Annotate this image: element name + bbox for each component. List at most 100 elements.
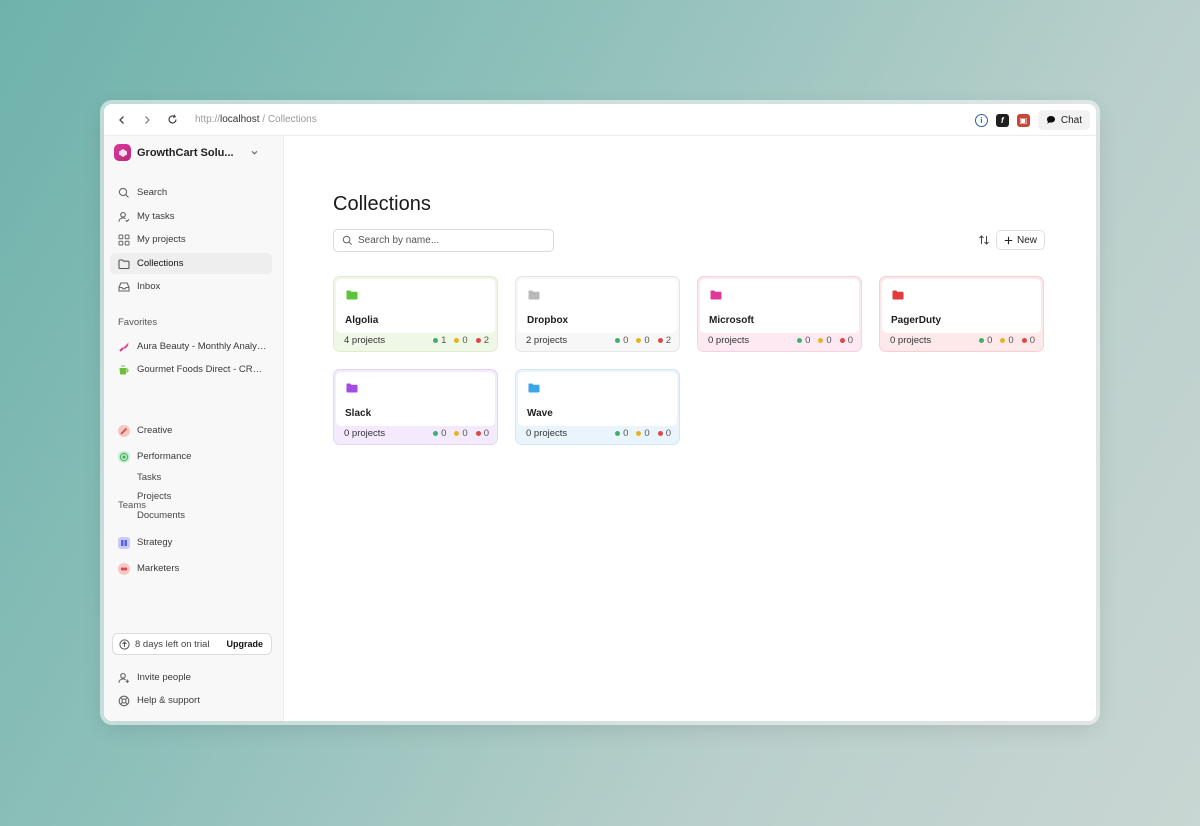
green-dot-icon bbox=[797, 337, 803, 343]
performance-sub-documents[interactable]: Documents bbox=[137, 510, 186, 521]
folder-icon bbox=[528, 290, 540, 300]
sidebar-item-search[interactable]: Search bbox=[110, 182, 272, 203]
favorite-label: Aura Beauty - Monthly Analytics bbox=[137, 341, 267, 352]
sidebar-item-my-projects[interactable]: My projects bbox=[110, 229, 272, 250]
marketers-team-icon bbox=[118, 562, 130, 575]
red-dot-icon bbox=[475, 430, 481, 436]
chat-button[interactable]: Chat bbox=[1037, 110, 1090, 130]
url-host: localhost bbox=[220, 114, 260, 125]
upgrade-button[interactable]: Upgrade bbox=[226, 639, 263, 649]
sidebar-item-invite-people[interactable]: Invite people bbox=[110, 667, 272, 688]
chat-bubble-icon bbox=[1046, 116, 1055, 124]
folder-icon bbox=[346, 290, 358, 300]
sidebar-item-inbox[interactable]: Inbox bbox=[110, 276, 272, 297]
new-button-label: New bbox=[1017, 234, 1038, 246]
sort-button[interactable] bbox=[976, 232, 992, 248]
status-counts: 0 0 0 bbox=[615, 428, 671, 439]
yellow-dot-icon bbox=[636, 337, 642, 343]
creative-team-icon bbox=[118, 424, 130, 437]
sidebar-item-my-tasks[interactable]: My tasks bbox=[110, 206, 272, 227]
yellow-dot-icon bbox=[454, 430, 460, 436]
red-dot-icon bbox=[657, 337, 663, 343]
team-item-performance[interactable]: Performance bbox=[110, 446, 272, 467]
yellow-dot-icon bbox=[454, 337, 460, 343]
page-title: Collections bbox=[333, 193, 431, 215]
teams-heading: Teams bbox=[118, 500, 146, 511]
collection-footer: 0 projects 0 0 0 bbox=[526, 425, 671, 441]
performance-sub-tasks[interactable]: Tasks bbox=[137, 472, 162, 483]
sidebar-item-collections[interactable]: Collections bbox=[110, 253, 272, 274]
workspace-switcher[interactable]: GrowthCart Solu... bbox=[114, 144, 259, 161]
collection-card[interactable]: PagerDuty 0 projects 0 0 0 bbox=[879, 276, 1044, 352]
search-icon bbox=[342, 235, 352, 245]
status-count-yellow: 0 bbox=[636, 427, 650, 439]
status-count-red: 0 bbox=[1021, 334, 1035, 346]
status-count-yellow: 0 bbox=[454, 427, 468, 439]
cup-icon bbox=[119, 364, 129, 374]
green-dot-icon bbox=[615, 430, 621, 436]
project-count: 4 projects bbox=[344, 334, 386, 346]
status-count-green: 1 bbox=[433, 335, 446, 346]
collection-name: Dropbox bbox=[527, 315, 569, 326]
collection-card[interactable]: Algolia 4 projects 1 0 2 bbox=[333, 276, 498, 352]
team-label: Performance bbox=[137, 451, 192, 462]
user-check-icon bbox=[118, 211, 130, 222]
forward-icon[interactable] bbox=[139, 112, 155, 128]
reload-icon[interactable] bbox=[164, 112, 180, 128]
team-item-marketers[interactable]: Marketers bbox=[110, 558, 272, 579]
count-value: 0 bbox=[644, 427, 650, 439]
collection-card[interactable]: Microsoft 0 projects 0 0 0 bbox=[697, 276, 862, 352]
yellow-dot-icon bbox=[1000, 337, 1006, 343]
grid-icon bbox=[118, 234, 130, 245]
status-counts: 1 0 2 bbox=[433, 335, 489, 346]
workspace-logo-icon bbox=[114, 144, 131, 161]
count-value: 0 bbox=[847, 334, 853, 346]
project-count: 0 projects bbox=[344, 427, 386, 439]
arrow-up-circle-icon bbox=[119, 638, 130, 650]
search-input[interactable] bbox=[358, 235, 548, 246]
collection-card[interactable]: Wave 0 projects 0 0 0 bbox=[515, 369, 680, 445]
workspace-name: GrowthCart Solu... bbox=[137, 146, 234, 159]
lipstick-icon bbox=[119, 342, 129, 352]
team-label: Strategy bbox=[137, 537, 173, 548]
performance-sub-projects[interactable]: Projects bbox=[137, 491, 172, 502]
sidebar-item-label: My projects bbox=[137, 234, 186, 245]
collection-card[interactable]: Dropbox 2 projects 0 0 2 bbox=[515, 276, 680, 352]
green-dot-icon bbox=[615, 337, 621, 343]
count-value: 0 bbox=[462, 427, 468, 439]
count-value: 0 bbox=[441, 427, 447, 439]
sidebar: GrowthCart Solu... Search My tasks My pr… bbox=[104, 136, 284, 721]
count-value: 0 bbox=[1029, 334, 1035, 346]
status-count-yellow: 0 bbox=[454, 335, 468, 346]
favorite-item-gourmet-foods[interactable]: Gourmet Foods Direct - CRO Audit bbox=[110, 359, 272, 380]
password-extension-icon[interactable]: i bbox=[974, 113, 988, 127]
user-plus-icon bbox=[118, 672, 129, 683]
collection-card-body: Wave bbox=[518, 372, 677, 426]
font-extension-icon[interactable]: f bbox=[995, 113, 1009, 127]
favorites-heading: Favorites bbox=[118, 317, 158, 328]
collection-card-body: PagerDuty bbox=[882, 279, 1041, 333]
sidebar-item-help-support[interactable]: Help & support bbox=[110, 690, 272, 711]
sidebar-item-label: Help & support bbox=[137, 695, 200, 706]
status-count-red: 2 bbox=[475, 335, 489, 346]
collection-card[interactable]: Slack 0 projects 0 0 0 bbox=[333, 369, 498, 445]
favorite-item-aura-beauty[interactable]: Aura Beauty - Monthly Analytics bbox=[110, 336, 272, 357]
team-item-strategy[interactable]: Strategy bbox=[110, 532, 272, 553]
status-count-green: 0 bbox=[433, 428, 446, 439]
folder-icon bbox=[892, 290, 904, 300]
collection-card-body: Microsoft bbox=[700, 279, 859, 333]
team-item-creative[interactable]: Creative bbox=[110, 420, 272, 441]
new-collection-button[interactable]: New bbox=[996, 230, 1046, 250]
image-extension-icon[interactable]: ▣ bbox=[1016, 113, 1030, 127]
count-value: 0 bbox=[1008, 334, 1014, 346]
collection-footer: 2 projects 0 0 2 bbox=[526, 332, 671, 348]
search-box[interactable] bbox=[333, 229, 554, 252]
collection-footer: 4 projects 1 0 2 bbox=[344, 332, 489, 348]
collection-name: Slack bbox=[345, 408, 372, 419]
trial-banner: 8 days left on trial Upgrade bbox=[112, 633, 272, 655]
green-dot-icon bbox=[433, 337, 439, 343]
back-icon[interactable] bbox=[114, 112, 130, 128]
project-count: 2 projects bbox=[526, 334, 568, 346]
address-bar[interactable]: http://localhost / Collections bbox=[195, 114, 317, 125]
